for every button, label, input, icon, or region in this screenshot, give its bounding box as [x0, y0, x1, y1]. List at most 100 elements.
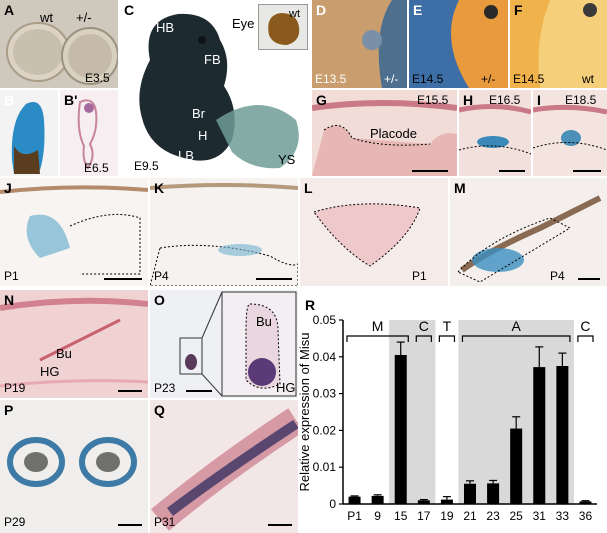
panel-p-label: P: [4, 402, 14, 418]
phase-bracket-0: [346, 335, 409, 342]
x-tick-label-25: 25: [510, 509, 524, 523]
panel-l-image: [313, 203, 421, 267]
bar-23: [487, 483, 500, 504]
panel-o-image: [179, 291, 297, 397]
phase-bracket-2: [438, 335, 456, 342]
phase-bracket-3: [461, 335, 571, 342]
panel-o: O Bu HG P23: [150, 290, 298, 398]
panel-i: I E18.5: [533, 90, 607, 176]
x-tick-label-33: 33: [556, 509, 570, 523]
panel-m-label: M: [454, 180, 466, 196]
panel-m: M P4: [450, 178, 607, 286]
panel-j-scalebar: [104, 278, 142, 280]
panel-o-label: O: [154, 292, 165, 308]
phase-label-1: C: [419, 318, 429, 334]
bar-21: [463, 483, 477, 504]
y-tick-label-0: 0: [329, 497, 336, 511]
panel-k: K P4: [150, 178, 298, 286]
panel-r: R: [295, 290, 607, 533]
panel-c-hb: HB: [156, 20, 175, 35]
bar-17: [417, 500, 430, 504]
panel-h-label: H: [463, 92, 474, 108]
panel-c-image: [139, 13, 299, 169]
panel-q-image: [151, 408, 298, 531]
panel-a-label: A: [4, 2, 15, 18]
panel-g: G E15.5 Placode: [312, 90, 457, 176]
panel-b-image: [11, 102, 45, 174]
panel-m-scalebar: [578, 278, 600, 280]
panel-q: Q P31: [150, 400, 298, 533]
y-tick-label-3: 0.03: [313, 387, 337, 401]
bar-9: [371, 495, 384, 504]
panel-d-genotype: +/-: [384, 72, 399, 86]
panel-d: D E13.5 +/-: [312, 0, 407, 88]
panel-d-stage: E13.5: [315, 72, 347, 86]
panel-c-inset: wt: [258, 4, 308, 50]
panel-c-inset-image: [268, 13, 300, 45]
panel-o-scalebar: [186, 390, 212, 392]
panel-l-stage: P1: [412, 269, 427, 283]
panel-l-label: L: [304, 180, 313, 196]
panel-c-lb: LB: [178, 148, 194, 163]
panel-j-stage: P1: [4, 269, 19, 283]
panel-n-stage: P19: [4, 381, 26, 395]
panel-q-stage: P31: [154, 515, 176, 529]
y-tick-label-5: 0.05: [313, 313, 337, 327]
bar-19: [440, 499, 453, 504]
bar-31: [533, 367, 546, 504]
panel-d-image: [312, 0, 392, 88]
panel-c-inset-label: wt: [289, 8, 300, 20]
panel-n-bu: Bu: [56, 346, 72, 361]
panel-b-label: B: [4, 92, 15, 108]
phase-label-2: T: [443, 318, 452, 334]
panel-i-scalebar: [573, 170, 601, 172]
panel-j-label: J: [4, 180, 12, 196]
bar-36: [579, 501, 592, 504]
panel-g-placode: Placode: [370, 126, 417, 141]
panel-b-prime-image: [77, 99, 98, 170]
panel-h-image: [459, 103, 531, 155]
panel-b-prime: B' E6.5: [60, 90, 118, 176]
panel-n-scalebar: [118, 390, 142, 392]
panel-m-stage: P4: [550, 269, 565, 283]
panel-o-hg: HG: [276, 380, 296, 395]
panel-l: L P1: [300, 178, 448, 286]
phase-label-0: M: [372, 318, 384, 334]
panel-a-stage: E3.5: [85, 71, 110, 85]
panel-g-scalebar: [412, 170, 448, 172]
panel-k-image: [150, 183, 298, 286]
panel-b-prime-label: B': [64, 92, 78, 108]
panel-c: wt C HB Eye FB Br H LB YS E9.5: [120, 0, 310, 176]
phase-bracket-4: [577, 335, 594, 342]
panel-c-h: H: [198, 128, 208, 143]
panel-r-label: R: [305, 297, 316, 313]
panel-e-genotype: +/-: [481, 72, 496, 86]
x-tick-label-15: 15: [394, 509, 408, 523]
phase-bracket-1: [415, 335, 432, 342]
panel-o-bu: Bu: [256, 314, 272, 329]
panel-n: N Bu HG P19: [0, 290, 148, 398]
panel-b: B: [0, 90, 58, 176]
bar-P1: [348, 496, 361, 504]
panel-d-label: D: [316, 2, 327, 18]
panel-a-genotype-wt: wt: [40, 10, 53, 25]
panel-k-label: K: [154, 180, 165, 196]
panel-p-stage: P29: [4, 515, 26, 529]
phase-label-3: A: [512, 318, 522, 334]
panel-h: H E16.5: [459, 90, 531, 176]
panel-h-scalebar: [499, 170, 525, 172]
x-tick-label-21: 21: [463, 509, 477, 523]
y-tick-label-2: 0.02: [313, 423, 337, 437]
panel-k-stage: P4: [154, 269, 169, 283]
panel-c-ys: YS: [278, 152, 296, 167]
panel-c-br: Br: [192, 106, 205, 121]
panel-j: J P1: [0, 178, 148, 286]
panel-m-image: [457, 195, 602, 283]
panel-f: F E14.5 wt: [510, 0, 607, 88]
bar-33: [556, 366, 569, 504]
y-tick-label-4: 0.04: [313, 350, 337, 364]
panel-b-prime-stage: E6.5: [84, 161, 109, 175]
panel-a-image: [6, 22, 118, 85]
panel-a-genotype-het: +/-: [76, 10, 92, 25]
